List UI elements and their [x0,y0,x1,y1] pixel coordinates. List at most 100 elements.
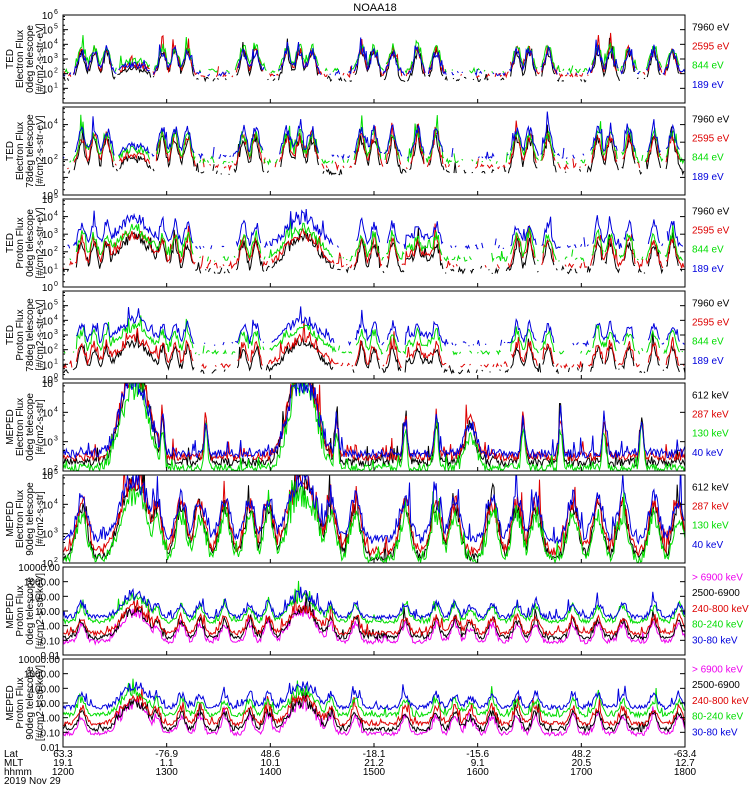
panel-2-series-3-line [223,161,226,164]
panel-1-series-4-line [646,45,661,70]
panel-4-series-4-line [576,342,578,344]
panel-2-series-4-line [347,156,349,158]
panel-2-series-1-line [69,171,70,174]
panel-6-legend-item: 287 keV [692,502,729,513]
panel-4-series-3-line [642,348,643,351]
panel-2-series-1-line [446,170,449,173]
panel-2-series-3-line [446,159,452,163]
panel-2-series-4-line [583,154,584,156]
panel-1-series-1-line [225,78,226,80]
panel-7-ylabel-line: [#/cm2-s-str-keV] [35,573,46,649]
panel-4-series-2-line [636,363,639,366]
panel-6-ytick-exponent: 3 [54,528,58,535]
panel-3-series-3-line [70,259,71,260]
panel-1-frame [63,15,685,103]
panel-8-series-4-line [63,679,685,717]
panel-4-series-3-line [223,351,226,354]
panel-3-series-2-line [584,262,587,267]
panel-1-series-3-line [492,72,493,73]
panel-4-series-4-line [583,342,589,346]
panel-1-ytick-exponent: 4 [54,38,58,45]
panel-2-series-1-line [565,172,566,173]
footer-value: 1400 [259,767,282,778]
panel-1-series-3-line [484,70,485,71]
panel-4-series-4-line [455,344,456,346]
panel-1-series-2-line [201,76,206,77]
panel-3-series-2-line [485,265,486,267]
panel-6-ytick-exponent: 5 [54,469,58,476]
panel-6-legend-item: 612 keV [692,482,729,493]
panel-2-series-4-line [452,148,453,157]
panel-1-series-4-line [335,71,340,76]
panel-1-series-2-line [276,74,278,75]
panel-2-series-1-line [464,170,466,173]
panel-4-series-2-line [493,364,494,367]
panel-1-series-3-line [271,71,275,73]
panel-4-series-2-line [221,364,231,368]
panel-3-ytick-label: 10 [42,283,54,294]
panel-1-series-2-line [270,74,274,77]
panel-2-series-3-line [566,161,568,164]
panel-1-series-3-line [557,65,560,71]
panel-1-series-3-line [563,69,564,71]
panel-4-series-3-line [581,351,582,353]
panel-1-series-2-line [324,74,327,77]
panel-2-legend-item: 2595 eV [692,134,730,145]
panel-2-series-1-line [482,172,485,174]
panel-4-series-1-line [663,370,664,371]
panel-3-series-3-line [470,256,472,259]
panel-3-frame [63,199,685,287]
panel-2-series-4-line [566,158,567,159]
panel-2-series-4-line [152,154,154,156]
panel-1-series-2-line [232,76,233,77]
panel-3-ytick-exponent: 1 [54,263,58,270]
panel-2-series-2-line [67,168,68,169]
panel-1-series-4-line [493,73,494,74]
panel-3-series-1-line [537,271,538,272]
panel-4-series-4-line [382,342,384,345]
panel-3-ylabel-line: [#/cm2-s-str-eV] [35,207,46,278]
panel-3-series-3-line [452,257,455,260]
panel-2-series-1-line [216,171,217,174]
panel-4-ytick-exponent: 5 [54,300,58,307]
panel-3-ytick-exponent: 0 [54,281,58,288]
panel-2-series-1-line [454,162,456,173]
panel-3-series-4-line [495,239,496,246]
panel-4-series-4-line [232,342,233,343]
panel-5-legend-item: 612 keV [692,390,729,401]
panel-4-series-2-line [484,364,488,367]
panel-5-data [63,331,685,472]
panel-3-series-4-line [451,246,452,248]
panel-3-series-2-line [263,261,268,266]
panel-4-series-2-line [504,362,507,367]
panel-4-series-4-line [349,342,351,345]
panel-1-series-1-line [344,79,346,82]
panel-3-series-4-line [195,247,197,249]
panel-8-frame [63,659,685,747]
panel-3-series-2-line [214,263,217,268]
panel-3-series-1-line [458,268,465,273]
panel-1-series-1-line [67,78,68,81]
panel-3-series-3-line [575,258,577,260]
panel-2-series-1-line [116,169,117,171]
footer-value: 1800 [674,767,697,778]
panel-1-series-3-line [452,70,453,71]
panel-7-data [63,581,685,644]
panel-8-legend-item: 240-800 keV [692,696,749,707]
panel-3-series-1-line [556,269,557,271]
panel-1-ytick-exponent: 2 [54,68,58,75]
panel-7-legend-item: > 6900 keV [692,572,743,583]
panel-2-series-3-line [482,161,483,162]
panel-3-series-3-line [207,257,208,262]
panel-2-series-2-line [580,167,581,168]
panel-2-series-2-line [215,165,218,168]
panel-1-series-1-line [562,81,564,82]
panel-4-series-1-line [450,365,455,373]
panel-4-series-3-line [460,352,461,354]
panel-4-series-3-line [477,352,478,353]
panel-7-series-1-line [63,602,685,644]
panel-7-legend-item: 80-240 keV [692,620,743,631]
panel-1-ytick-exponent: 6 [54,9,58,16]
panel-1-series-1-line [327,76,332,81]
